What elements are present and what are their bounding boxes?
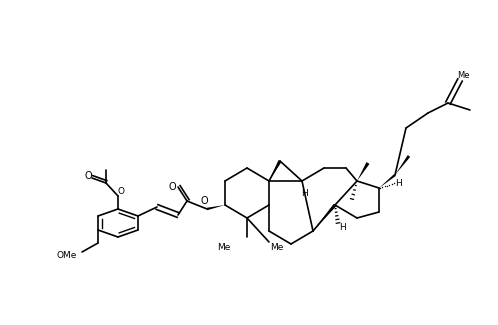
Text: Me: Me	[457, 71, 469, 80]
Text: Me: Me	[217, 242, 230, 252]
Text: O: O	[200, 196, 208, 206]
Text: H: H	[301, 188, 307, 198]
Polygon shape	[207, 205, 225, 210]
Text: Me: Me	[270, 242, 283, 252]
Polygon shape	[269, 160, 281, 181]
Text: O: O	[84, 171, 92, 181]
Text: H: H	[340, 223, 347, 231]
Polygon shape	[357, 162, 370, 181]
Text: H: H	[395, 178, 402, 188]
Text: O: O	[168, 182, 176, 192]
Polygon shape	[313, 204, 336, 231]
Text: OMe: OMe	[57, 251, 77, 259]
Polygon shape	[379, 174, 396, 188]
Polygon shape	[395, 155, 410, 175]
Text: O: O	[118, 188, 124, 197]
